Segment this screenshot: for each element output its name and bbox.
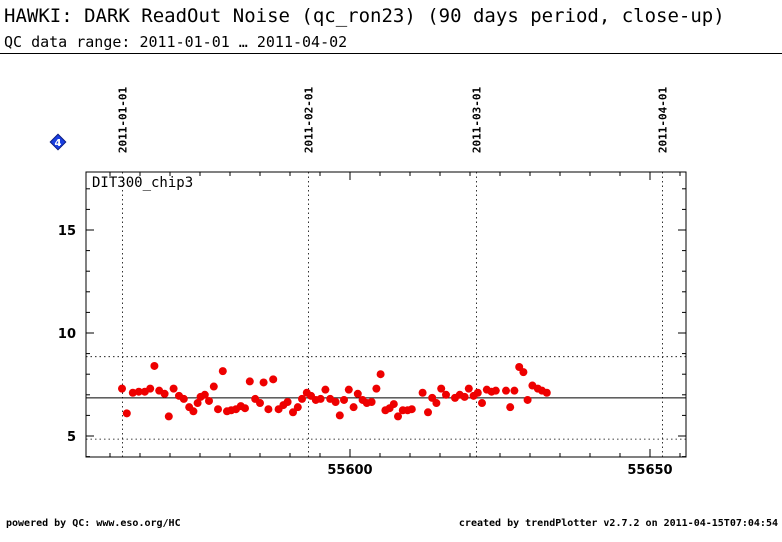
date-tick-label: 2011-03-01	[471, 87, 484, 154]
y-tick-label: 15	[58, 224, 76, 239]
data-point	[293, 403, 302, 412]
data-point	[437, 384, 446, 393]
data-point	[241, 404, 249, 413]
data-point	[316, 394, 325, 403]
data-point	[502, 386, 510, 395]
data-point	[523, 395, 532, 404]
data-point	[209, 382, 218, 391]
chart-title: HAWKI: DARK ReadOut Noise (qc_ron23) (90…	[4, 5, 725, 27]
data-point	[298, 394, 306, 403]
data-point	[510, 386, 519, 395]
data-point	[367, 398, 376, 407]
data-point	[321, 385, 330, 394]
x-tick-label: 55650	[627, 463, 672, 478]
data-point	[389, 400, 398, 409]
data-point	[340, 395, 348, 404]
data-points	[118, 361, 551, 421]
data-point	[289, 408, 297, 417]
header-divider	[0, 53, 782, 54]
data-point	[218, 367, 227, 376]
date-tick-label: 2011-02-01	[303, 87, 316, 154]
footer-powered-by: powered by QC: www.eso.org/HC	[6, 518, 181, 529]
data-point	[264, 405, 273, 414]
data-point	[214, 405, 222, 414]
data-point	[407, 405, 416, 414]
data-point	[245, 377, 254, 386]
y-tick-label: 10	[58, 327, 76, 342]
x-tick-label: 55600	[327, 463, 372, 478]
data-point	[344, 385, 353, 394]
footer-created-by: created by trendPlotter v2.7.2 on 2011-0…	[458, 518, 778, 529]
data-point	[442, 390, 450, 399]
data-point	[169, 384, 178, 393]
date-labels: 2011-01-01 2011-02-01 2011-03-01 2011-04-01	[117, 87, 670, 154]
data-point	[372, 384, 381, 393]
y-tick-label: 5	[67, 430, 76, 445]
y-axis: 5 10 15	[58, 188, 686, 458]
data-point	[164, 412, 173, 421]
data-point	[118, 384, 126, 393]
marker-number: 4	[55, 138, 62, 149]
data-point	[134, 387, 143, 396]
date-grid	[122, 172, 663, 457]
data-point	[122, 409, 131, 418]
data-point	[335, 411, 344, 420]
data-point	[283, 398, 292, 407]
data-point	[146, 384, 155, 393]
data-point	[269, 375, 278, 384]
data-point	[506, 403, 515, 412]
plot-marker[interactable]: 4	[49, 133, 67, 151]
data-point	[519, 368, 528, 377]
marker-diamond-icon	[49, 133, 67, 151]
data-point	[160, 389, 169, 398]
data-point	[376, 370, 385, 379]
data-point	[542, 388, 551, 397]
chart-subtitle: QC data range: 2011-01-01 … 2011-04-02	[4, 33, 348, 51]
data-point	[331, 398, 340, 407]
data-point	[189, 407, 198, 416]
data-point	[460, 392, 469, 401]
data-point	[200, 390, 209, 399]
data-point	[473, 388, 482, 397]
data-point	[349, 403, 358, 412]
data-point	[418, 388, 427, 397]
data-point	[464, 384, 473, 393]
x-axis: 55600 55650	[109, 172, 681, 478]
data-point	[478, 399, 486, 408]
data-point	[150, 361, 159, 370]
data-point	[256, 399, 264, 408]
data-point	[128, 388, 137, 397]
data-point	[394, 412, 402, 421]
panel-label: DIT300_chip3	[92, 175, 193, 191]
data-point	[424, 408, 432, 417]
data-point	[193, 399, 202, 408]
data-point	[179, 394, 188, 403]
plot-frame	[85, 171, 687, 458]
data-point	[205, 396, 213, 405]
data-point	[259, 378, 268, 387]
data-point	[432, 399, 441, 408]
data-point	[353, 389, 362, 398]
data-point	[491, 386, 500, 395]
date-tick-label: 2011-04-01	[657, 87, 670, 154]
date-tick-label: 2011-01-01	[117, 87, 130, 154]
